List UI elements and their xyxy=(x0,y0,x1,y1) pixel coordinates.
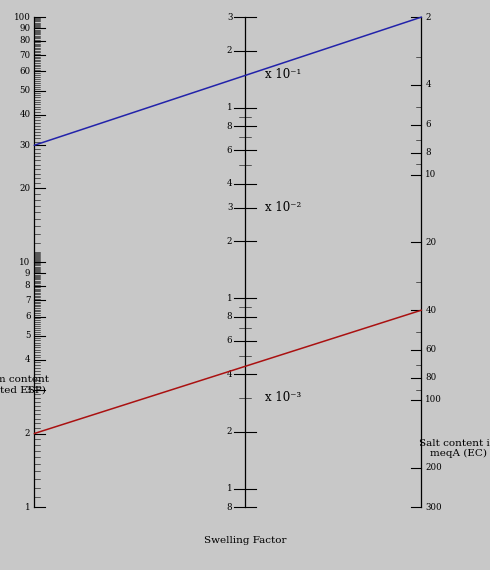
Text: 2: 2 xyxy=(227,427,232,436)
Text: 6: 6 xyxy=(227,336,232,345)
Text: 20: 20 xyxy=(425,238,437,247)
Text: 20: 20 xyxy=(19,184,30,193)
Text: 1: 1 xyxy=(227,484,232,494)
Text: x 10⁻³: x 10⁻³ xyxy=(265,392,301,405)
Text: 3: 3 xyxy=(227,13,232,22)
Text: 60: 60 xyxy=(425,345,437,355)
Text: Salt content in
meqA (EC): Salt content in meqA (EC) xyxy=(419,439,490,458)
Text: 2: 2 xyxy=(227,237,232,246)
Text: 8: 8 xyxy=(227,503,232,512)
Text: 100: 100 xyxy=(14,13,30,22)
Text: 5: 5 xyxy=(25,332,30,340)
Text: 2: 2 xyxy=(25,429,30,438)
Text: 60: 60 xyxy=(19,67,30,76)
Text: 1: 1 xyxy=(227,294,232,303)
Text: 200: 200 xyxy=(425,463,442,472)
Text: 8: 8 xyxy=(227,122,232,131)
Text: 10: 10 xyxy=(425,170,437,179)
Text: 300: 300 xyxy=(425,503,442,512)
Text: 40: 40 xyxy=(19,110,30,119)
Text: 3: 3 xyxy=(25,386,30,395)
Text: Swelling Factor: Swelling Factor xyxy=(204,536,286,545)
Text: 8: 8 xyxy=(25,282,30,291)
Text: 2: 2 xyxy=(227,46,232,55)
Text: 6: 6 xyxy=(227,146,232,154)
Text: 40: 40 xyxy=(425,306,437,315)
Text: x 10⁻²: x 10⁻² xyxy=(265,201,301,214)
Text: 2: 2 xyxy=(425,13,431,22)
Text: 4: 4 xyxy=(227,370,232,378)
Text: 6: 6 xyxy=(425,120,431,129)
Text: 4: 4 xyxy=(25,355,30,364)
Text: x 10⁻¹: x 10⁻¹ xyxy=(265,68,301,81)
Text: 30: 30 xyxy=(20,141,30,150)
Text: Sodium content
(adjusted ESP): Sodium content (adjusted ESP) xyxy=(0,375,49,394)
Text: 70: 70 xyxy=(19,51,30,60)
Text: 3: 3 xyxy=(227,203,232,212)
Text: 1: 1 xyxy=(25,503,30,512)
Text: 100: 100 xyxy=(425,396,442,404)
Text: 8: 8 xyxy=(425,148,431,157)
Text: 10: 10 xyxy=(19,258,30,267)
Text: 7: 7 xyxy=(25,296,30,305)
Text: 80: 80 xyxy=(425,373,437,382)
Text: 80: 80 xyxy=(19,36,30,46)
Text: 6: 6 xyxy=(25,312,30,321)
Text: 8: 8 xyxy=(227,312,232,321)
Text: 9: 9 xyxy=(25,269,30,278)
Text: 4: 4 xyxy=(425,80,431,89)
Text: 4: 4 xyxy=(227,179,232,188)
Text: 50: 50 xyxy=(19,87,30,95)
Text: 90: 90 xyxy=(19,24,30,33)
Text: 1: 1 xyxy=(227,104,232,112)
